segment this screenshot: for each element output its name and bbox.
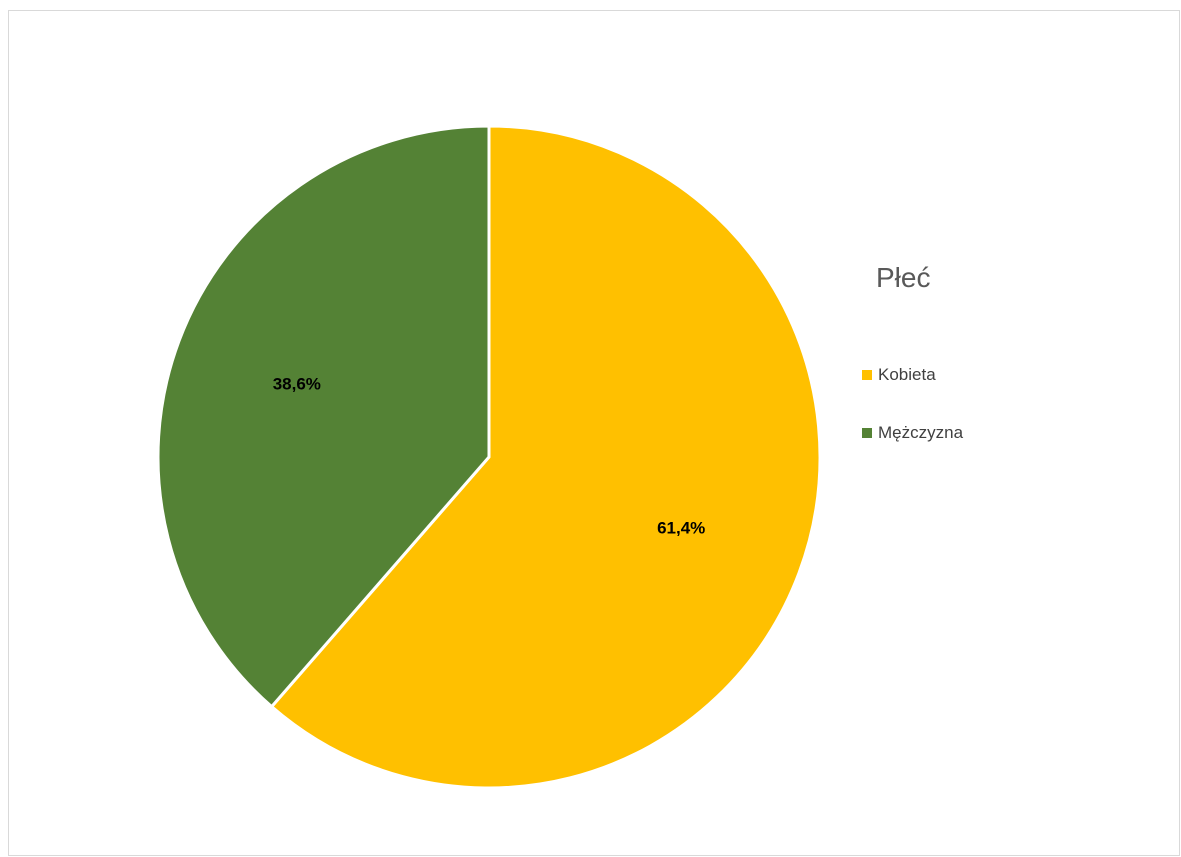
data-label-mezczyzna: 38,6% bbox=[273, 375, 321, 394]
legend-swatch-mezczyzna bbox=[862, 428, 872, 438]
legend-item-mezczyzna: Mężczyzna bbox=[862, 422, 963, 444]
data-label-kobieta: 61,4% bbox=[657, 518, 705, 537]
pie-data-labels: 61,4% 38,6% bbox=[273, 375, 706, 538]
pie-slice-mezczyzna bbox=[156, 124, 491, 709]
legend-item-kobieta: Kobieta bbox=[862, 364, 963, 386]
legend-swatch-kobieta bbox=[862, 370, 872, 380]
pie-slice-kobieta bbox=[270, 124, 822, 790]
legend: Płeć Kobieta Mężczyzna bbox=[862, 262, 963, 480]
legend-label-kobieta: Kobieta bbox=[878, 365, 936, 384]
legend-title: Płeć bbox=[876, 262, 931, 293]
pie-slices bbox=[156, 124, 822, 790]
legend-label-mezczyzna: Mężczyzna bbox=[878, 423, 964, 442]
